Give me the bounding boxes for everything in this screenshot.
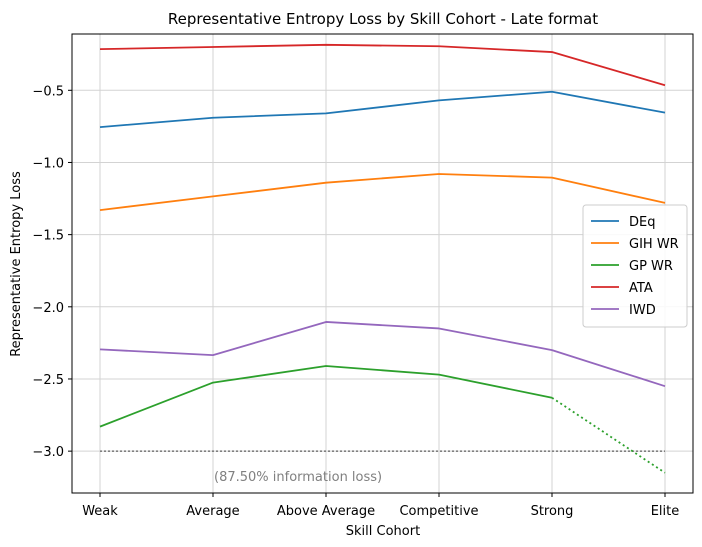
- legend-label-gp-wr: GP WR: [629, 259, 673, 274]
- x-tick-label: Above Average: [277, 504, 375, 519]
- series-line-gih-wr: [99, 173, 666, 211]
- series-line-deq: [99, 90, 666, 128]
- y-tick-label: −0.5: [32, 84, 64, 99]
- axes: Weak Average Above Average Competitive Stron…: [32, 84, 679, 519]
- legend-label-ata: ATA: [629, 281, 653, 296]
- legend-label-deq: DEq: [629, 215, 655, 230]
- x-tick-label: Average: [186, 504, 239, 519]
- legend-label-iwd: IWD: [629, 303, 656, 318]
- plot-area-frame: [71, 33, 694, 494]
- x-tick-label: Weak: [82, 504, 118, 519]
- y-tick-label: −2.5: [32, 373, 64, 388]
- x-tick-label: Elite: [651, 504, 680, 519]
- series-layer: [99, 43, 666, 474]
- legend-label-gih-wr: GIH WR: [629, 237, 679, 252]
- chart-title: Representative Entropy Loss by Skill Coh…: [168, 10, 598, 28]
- x-axis-label: Skill Cohort: [346, 524, 420, 539]
- y-axis-label: Representative Entropy Loss: [9, 171, 24, 357]
- x-tick-label: Competitive: [399, 504, 478, 519]
- series-line-gp-wr: [99, 365, 553, 428]
- series-line-ata: [99, 43, 666, 87]
- y-tick-label: −1.0: [32, 156, 64, 171]
- series-line-iwd: [99, 321, 666, 388]
- x-tick-label: Strong: [531, 504, 574, 519]
- y-tick-label: −2.0: [32, 301, 64, 316]
- y-tick-label: −1.5: [32, 229, 64, 244]
- y-tick-label: −3.0: [32, 445, 64, 460]
- annotation-information-loss: (87.50% information loss): [214, 470, 382, 485]
- legend-box: [582, 204, 688, 328]
- legend: DEq GIH WR GP WR ATA IWD: [582, 204, 688, 328]
